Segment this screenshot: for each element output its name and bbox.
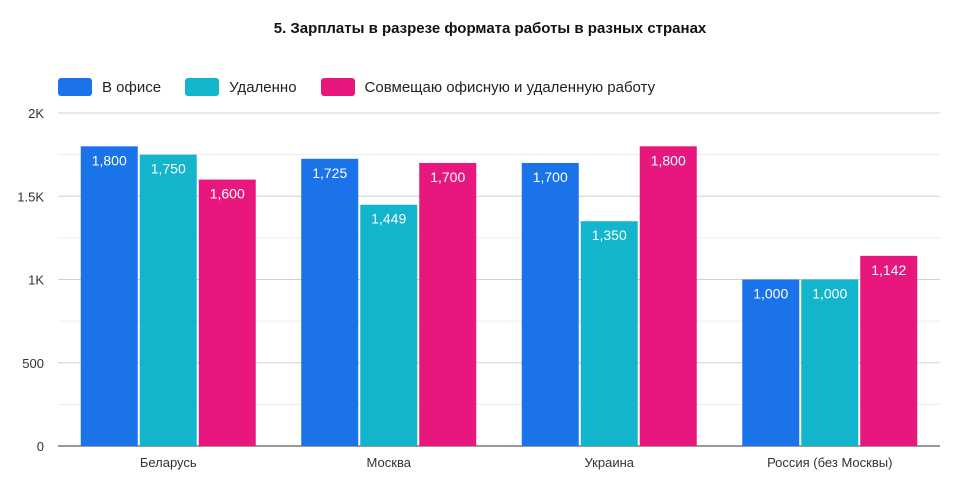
x-tick-label: Москва bbox=[367, 455, 412, 470]
legend-item-remote[interactable]: Удаленно bbox=[185, 78, 297, 96]
legend-label-office: В офисе bbox=[102, 78, 162, 96]
data-label: 1,142 bbox=[871, 262, 906, 278]
legend-item-office[interactable]: В офисе bbox=[58, 78, 161, 96]
bar bbox=[80, 146, 138, 447]
data-label: 1,600 bbox=[210, 186, 245, 202]
y-tick-label: 1.5K bbox=[17, 189, 44, 204]
legend-swatch-hybrid bbox=[320, 78, 355, 96]
y-tick-label: 2K bbox=[28, 106, 44, 121]
data-label: 1,800 bbox=[651, 152, 686, 168]
y-tick-label: 500 bbox=[22, 356, 44, 371]
bar bbox=[801, 279, 859, 446]
data-label: 1,350 bbox=[592, 227, 627, 243]
chart-title: 5. Зарплаты в разрезе формата работы в р… bbox=[273, 20, 707, 37]
data-label: 1,800 bbox=[92, 152, 127, 168]
data-label: 1,700 bbox=[430, 169, 465, 185]
bar bbox=[742, 279, 800, 446]
bar bbox=[139, 154, 197, 446]
legend-swatch-remote bbox=[185, 78, 220, 96]
data-label: 1,700 bbox=[533, 169, 568, 185]
bar bbox=[301, 158, 359, 446]
bar bbox=[860, 255, 918, 446]
legend-label-remote: Удаленно bbox=[229, 78, 297, 96]
x-tick-label: Россия (без Москвы) bbox=[767, 455, 892, 470]
bar bbox=[639, 146, 697, 447]
legend-item-hybrid[interactable]: Совмещаю офисную и удаленную работу bbox=[320, 78, 656, 96]
legend-label-hybrid: Совмещаю офисную и удаленную работу bbox=[364, 78, 656, 96]
data-label: 1,449 bbox=[371, 211, 406, 227]
data-label: 1,725 bbox=[312, 165, 347, 181]
bar bbox=[521, 162, 579, 446]
x-tick-label: Украина bbox=[585, 455, 635, 470]
data-label: 1,750 bbox=[151, 161, 186, 177]
x-tick-label: Беларусь bbox=[140, 455, 197, 470]
bar bbox=[419, 162, 477, 446]
data-label: 1,000 bbox=[812, 286, 847, 302]
legend: В офисе Удаленно Совмещаю офисную и удал… bbox=[58, 78, 679, 96]
data-label: 1,000 bbox=[753, 286, 788, 302]
bar bbox=[198, 179, 256, 446]
y-tick-label: 1K bbox=[28, 273, 44, 288]
legend-swatch-office bbox=[58, 78, 92, 96]
y-tick-label: 0 bbox=[37, 439, 44, 454]
bar bbox=[360, 204, 418, 446]
bar bbox=[580, 221, 638, 446]
